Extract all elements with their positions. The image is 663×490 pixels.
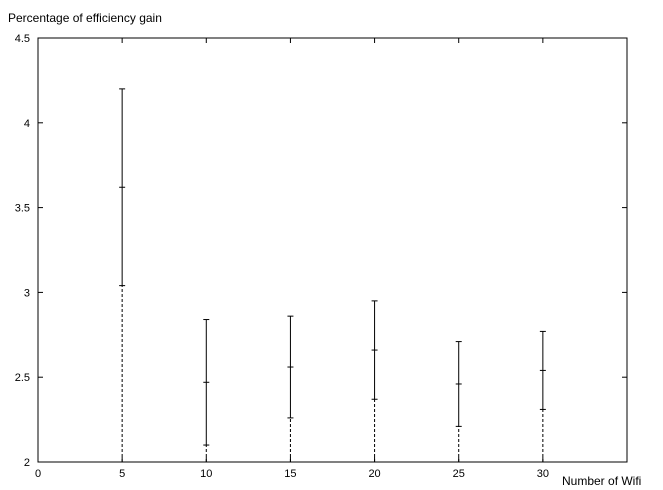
x-tick-label: 10 [200,468,212,480]
y-tick-label: 3.5 [15,203,30,215]
x-tick-label: 30 [537,468,549,480]
y-tick-label: 2.5 [15,372,30,384]
x-tick-label: 5 [119,468,125,480]
y-axis-label: Percentage of efficiency gain [8,11,162,25]
axes [37,37,628,463]
x-tick-label: 25 [453,468,465,480]
x-axis-label: Number of Wifi [562,474,641,488]
chart-marks [119,88,546,462]
x-tick-label: 0 [35,468,41,480]
y-tick-label: 4.5 [15,33,30,45]
y-tick-label: 4 [24,118,30,130]
tick-labels: 0 5 10 15 20 25 30 2 2.5 3 3.5 4 4.5 [15,33,549,480]
y-tick-label: 2 [24,457,30,469]
y-tick-label: 3 [24,287,30,299]
x-tick-label: 15 [284,468,296,480]
plot-frame [37,37,628,463]
x-tick-label: 20 [368,468,380,480]
